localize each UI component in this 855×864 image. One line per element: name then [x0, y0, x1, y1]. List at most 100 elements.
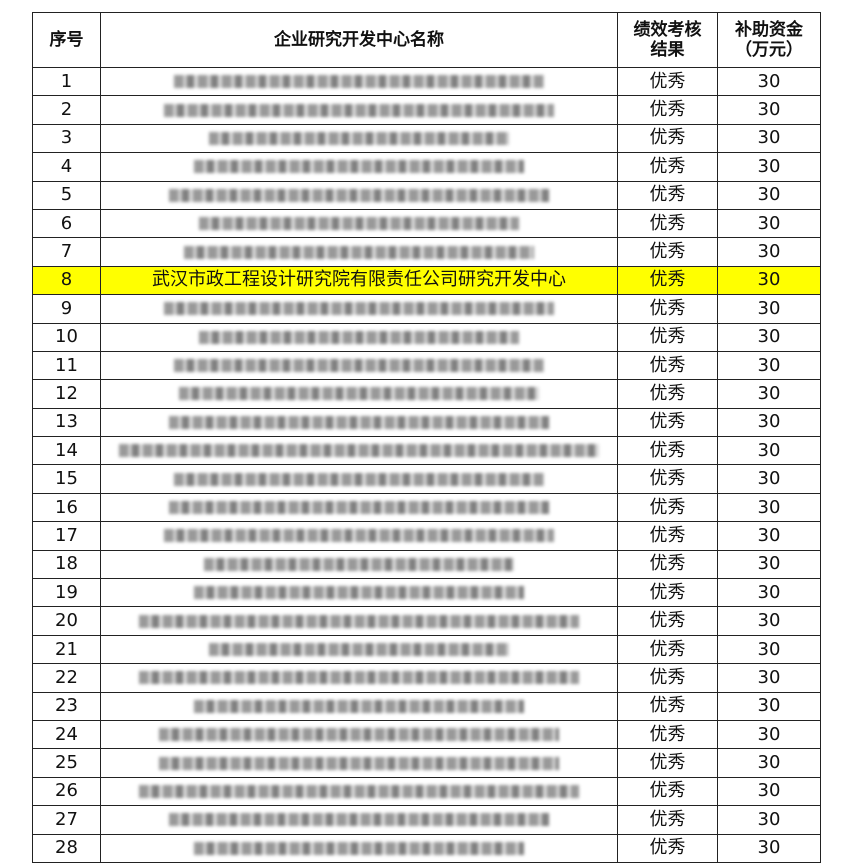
cell-result: 优秀: [617, 748, 718, 778]
table-row: 9 优秀 30: [32, 294, 821, 324]
cell-result: 优秀: [617, 436, 718, 466]
cell-result: 优秀: [617, 464, 718, 494]
blurred-text: [169, 501, 549, 515]
table-row: 16 优秀 30: [32, 492, 821, 523]
table-row: 6 优秀 30: [32, 208, 821, 239]
blurred-text: [179, 387, 539, 401]
cell-result: 优秀: [617, 776, 718, 807]
blurred-text: [169, 188, 549, 202]
cell-amount: 30: [717, 578, 821, 608]
cell-result: 优秀: [617, 152, 718, 182]
header-amount: 补助资金 （万元）: [717, 12, 821, 68]
cell-amount: 30: [717, 776, 821, 807]
cell-result: 优秀: [617, 805, 718, 835]
cell-name: [100, 95, 618, 125]
table-row: 23 优秀 30: [32, 691, 821, 721]
cell-name: [100, 294, 618, 324]
blurred-text: [194, 841, 524, 855]
cell-amount: 30: [717, 833, 821, 863]
cell-name: [100, 521, 618, 551]
cell-result: 优秀: [617, 322, 718, 352]
cell-name: [100, 180, 618, 210]
table-row: 19 优秀 30: [32, 578, 821, 608]
table-row: 11 优秀 30: [32, 350, 821, 381]
cell-result: 优秀: [617, 549, 718, 580]
cell-name: [100, 748, 618, 778]
blurred-text: [169, 415, 549, 429]
table-row: 14 优秀 30: [32, 436, 821, 466]
cell-amount: 30: [717, 95, 821, 125]
cell-amount: 30: [717, 719, 821, 750]
cell-no: 25: [32, 748, 101, 778]
blurred-text: [209, 131, 509, 145]
cell-result: 优秀: [617, 606, 718, 636]
cell-no: 15: [32, 464, 101, 494]
blurred-text: [119, 444, 599, 458]
cell-amount: 30: [717, 66, 821, 97]
table-row: 8 武汉市政工程设计研究院有限责任公司研究开发中心 优秀 30: [32, 265, 821, 296]
cell-no: 16: [32, 492, 101, 523]
cell-name: [100, 634, 618, 665]
cell-result: 优秀: [617, 208, 718, 239]
cell-no: 5: [32, 180, 101, 210]
cell-amount: 30: [717, 634, 821, 665]
cell-no: 21: [32, 634, 101, 665]
cell-name: [100, 606, 618, 636]
blurred-text: [159, 756, 559, 770]
cell-no: 3: [32, 123, 101, 154]
cell-name: 武汉市政工程设计研究院有限责任公司研究开发中心: [100, 265, 618, 296]
cell-result: 优秀: [617, 492, 718, 523]
cell-no: 18: [32, 549, 101, 580]
blurred-text: [164, 529, 554, 543]
cell-result: 优秀: [617, 691, 718, 721]
cell-no: 14: [32, 436, 101, 466]
header-name: 企业研究开发中心名称: [100, 12, 618, 68]
cell-result: 优秀: [617, 407, 718, 438]
table-row: 22 优秀 30: [32, 663, 821, 693]
cell-no: 10: [32, 322, 101, 352]
cell-amount: 30: [717, 350, 821, 381]
table-row: 13 优秀 30: [32, 407, 821, 438]
table-row: 25 优秀 30: [32, 748, 821, 778]
blurred-text: [199, 217, 519, 231]
cell-result: 优秀: [617, 237, 718, 267]
cell-amount: 30: [717, 265, 821, 296]
cell-name: [100, 833, 618, 863]
table-row: 4 优秀 30: [32, 152, 821, 182]
blurred-text: [174, 359, 544, 373]
cell-amount: 30: [717, 464, 821, 494]
cell-name: [100, 350, 618, 381]
cell-name: [100, 805, 618, 835]
header-line: 结果: [650, 40, 685, 60]
header-row: 序号 企业研究开发中心名称 绩效考核 结果 补助资金 （万元）: [32, 12, 821, 68]
blurred-text: [204, 557, 514, 571]
cell-result: 优秀: [617, 66, 718, 97]
cell-result: 优秀: [617, 719, 718, 750]
table-row: 7 优秀 30: [32, 237, 821, 267]
blurred-text: [199, 330, 519, 344]
cell-result: 优秀: [617, 95, 718, 125]
blurred-text: [174, 75, 544, 89]
cell-result: 优秀: [617, 634, 718, 665]
blurred-text: [139, 614, 579, 628]
cell-result: 优秀: [617, 350, 718, 381]
cell-amount: 30: [717, 180, 821, 210]
cell-result: 优秀: [617, 123, 718, 154]
table-row: 21 优秀 30: [32, 634, 821, 665]
cell-no: 11: [32, 350, 101, 381]
cell-result: 优秀: [617, 379, 718, 409]
table-row: 18 优秀 30: [32, 549, 821, 580]
table-row: 5 优秀 30: [32, 180, 821, 210]
blurred-text: [184, 245, 534, 259]
cell-name: [100, 379, 618, 409]
cell-amount: 30: [717, 748, 821, 778]
cell-no: 12: [32, 379, 101, 409]
blurred-text: [169, 813, 549, 827]
cell-amount: 30: [717, 407, 821, 438]
cell-name: [100, 322, 618, 352]
cell-result: 优秀: [617, 294, 718, 324]
cell-no: 26: [32, 776, 101, 807]
cell-name: [100, 464, 618, 494]
cell-amount: 30: [717, 152, 821, 182]
table-row: 27 优秀 30: [32, 805, 821, 835]
